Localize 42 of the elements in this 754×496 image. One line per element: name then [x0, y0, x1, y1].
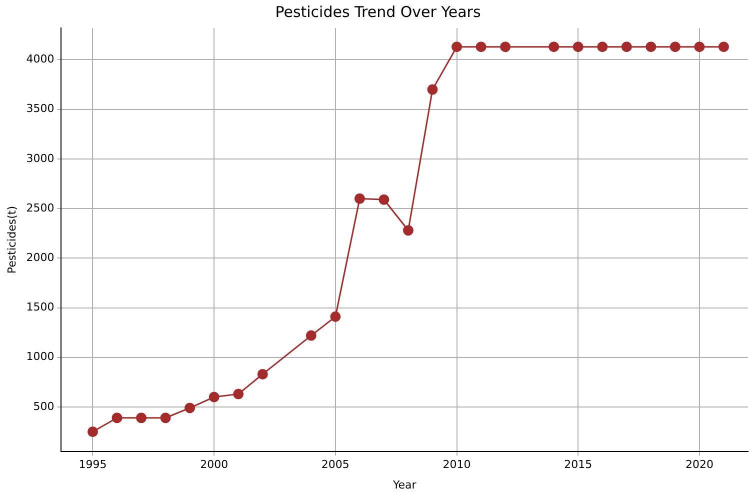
- y-tick-label: 500: [33, 400, 54, 413]
- x-tick-label: 1995: [78, 458, 107, 472]
- point: [597, 42, 608, 52]
- y-axis-title: Pesticides(t): [5, 206, 18, 274]
- y-tick-label: 1000: [26, 350, 54, 364]
- y-tick-label: 1500: [26, 300, 54, 314]
- point: [670, 42, 680, 52]
- point: [476, 42, 486, 52]
- point: [402, 225, 414, 236]
- point: [378, 194, 390, 205]
- y-tick-label: 3000: [26, 152, 54, 165]
- point: [160, 412, 171, 424]
- x-axis-title: Year: [392, 478, 417, 492]
- point: [87, 426, 98, 438]
- point: [354, 193, 365, 204]
- point: [257, 368, 268, 380]
- point: [112, 412, 122, 424]
- x-tick-label: 2005: [321, 458, 350, 472]
- point: [452, 42, 462, 52]
- y-tick-label: 2000: [26, 251, 54, 264]
- y-tick-label: 2500: [26, 201, 54, 214]
- x-tick-label: 2020: [685, 458, 714, 472]
- point: [548, 42, 560, 52]
- point: [306, 330, 316, 341]
- point: [621, 42, 632, 52]
- x-tick-label: 2000: [200, 458, 228, 472]
- point: [208, 392, 220, 402]
- y-tick-label: 3500: [26, 102, 54, 116]
- point: [233, 388, 244, 400]
- point: [718, 42, 729, 52]
- x-tick-label: 2010: [442, 458, 471, 472]
- y-tick-label: 4000: [26, 52, 54, 66]
- point: [330, 311, 341, 322]
- x-tick-label: 2015: [564, 458, 592, 472]
- point: [572, 42, 584, 52]
- point: [646, 42, 656, 52]
- point: [136, 412, 147, 424]
- point: [500, 42, 511, 52]
- point: [427, 84, 438, 95]
- point: [694, 42, 705, 52]
- point: [184, 402, 196, 414]
- chart-title: Pesticides Trend Over Years: [275, 2, 481, 21]
